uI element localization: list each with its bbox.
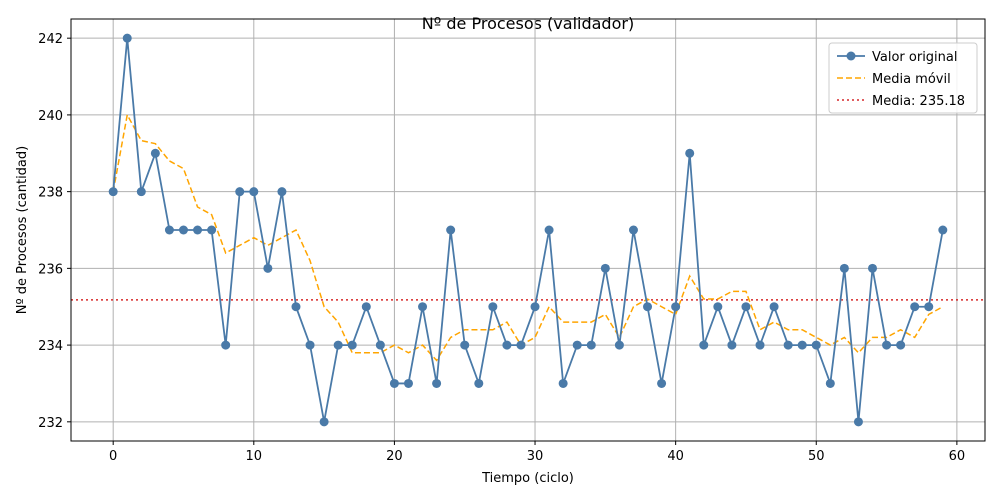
original-value-point xyxy=(544,225,554,235)
x-tick-label: 0 xyxy=(109,449,117,464)
x-tick-label: 50 xyxy=(808,449,825,464)
original-value-point xyxy=(685,148,695,158)
original-value-point xyxy=(136,187,146,197)
legend-entry-moving-average-label: Media móvil xyxy=(872,72,951,87)
y-tick-label: 240 xyxy=(38,109,63,124)
series-layer xyxy=(108,33,948,427)
original-value-point xyxy=(516,340,526,350)
y-tick-label: 232 xyxy=(38,416,63,431)
original-value-point xyxy=(741,302,751,312)
original-value-point xyxy=(755,340,765,350)
y-tick-label: 234 xyxy=(38,339,63,354)
original-value-point xyxy=(474,378,484,388)
moving-average-line xyxy=(112,112,944,362)
original-value-point xyxy=(713,302,723,312)
original-value-point xyxy=(305,340,315,350)
original-value-point xyxy=(572,340,582,350)
original-value-point xyxy=(671,302,681,312)
original-value-point xyxy=(910,302,920,312)
legend-entry-original-marker xyxy=(846,51,856,61)
original-value-point xyxy=(418,302,428,312)
y-tick-label: 242 xyxy=(38,32,63,47)
y-axis-title: Nº de Procesos (cantidad) xyxy=(15,146,30,314)
original-value-point xyxy=(727,340,737,350)
original-value-point xyxy=(502,340,512,350)
y-tick-label: 238 xyxy=(38,186,63,201)
legend: Valor original Media móvil Media: 235.18 xyxy=(828,42,978,114)
original-value-point xyxy=(882,340,892,350)
chart-title: Nº de Procesos (validador) xyxy=(422,14,634,33)
x-tick-label: 60 xyxy=(949,449,966,464)
original-value-point xyxy=(361,302,371,312)
original-value-point xyxy=(614,340,624,350)
legend-entry-mean-label: Media: 235.18 xyxy=(872,94,965,109)
original-value-point xyxy=(488,302,498,312)
original-value-point xyxy=(896,340,906,350)
original-value-point xyxy=(600,263,610,273)
original-value-point xyxy=(221,340,231,350)
original-value-point xyxy=(938,225,948,235)
original-value-point xyxy=(628,225,638,235)
original-value-point xyxy=(263,263,273,273)
original-value-point xyxy=(558,378,568,388)
original-value-point xyxy=(825,378,835,388)
plot-frame xyxy=(70,18,986,442)
original-value-point xyxy=(375,340,385,350)
legend-box xyxy=(828,42,978,114)
original-value-point xyxy=(347,340,357,350)
original-value-point xyxy=(586,340,596,350)
x-axis-title: Tiempo (ciclo) xyxy=(481,471,574,486)
original-value-point xyxy=(164,225,174,235)
original-value-point xyxy=(235,187,245,197)
original-value-point xyxy=(769,302,779,312)
original-value-point xyxy=(924,302,934,312)
x-tick-label: 10 xyxy=(246,449,263,464)
original-value-point xyxy=(108,187,118,197)
legend-entry-original-label: Valor original xyxy=(872,50,957,65)
original-value-point xyxy=(643,302,653,312)
original-value-point xyxy=(446,225,456,235)
y-tick-label: 236 xyxy=(38,262,63,277)
original-value-point xyxy=(333,340,343,350)
original-value-point xyxy=(853,417,863,427)
original-value-point xyxy=(811,340,821,350)
original-value-point xyxy=(319,417,329,427)
original-value-point xyxy=(178,225,188,235)
original-value-point xyxy=(699,340,709,350)
x-tick-label: 40 xyxy=(667,449,684,464)
original-value-point xyxy=(460,340,470,350)
original-value-point xyxy=(207,225,217,235)
original-value-point xyxy=(868,263,878,273)
original-value-point xyxy=(797,340,807,350)
original-value-point xyxy=(277,187,287,197)
original-value-point xyxy=(403,378,413,388)
ticks: 0 10 20 30 40 50 60 232 234 236 238 240 242 xyxy=(38,32,965,464)
original-value-point xyxy=(291,302,301,312)
original-value-point xyxy=(657,378,667,388)
original-value-point xyxy=(839,263,849,273)
x-tick-label: 30 xyxy=(527,449,544,464)
original-value-point xyxy=(389,378,399,388)
original-value-point xyxy=(530,302,540,312)
original-value-point xyxy=(122,33,132,43)
original-value-point xyxy=(249,187,259,197)
original-value-point xyxy=(193,225,203,235)
original-value-point xyxy=(150,148,160,158)
original-value-point xyxy=(783,340,793,350)
x-tick-label: 20 xyxy=(386,449,403,464)
original-value-point xyxy=(432,378,442,388)
